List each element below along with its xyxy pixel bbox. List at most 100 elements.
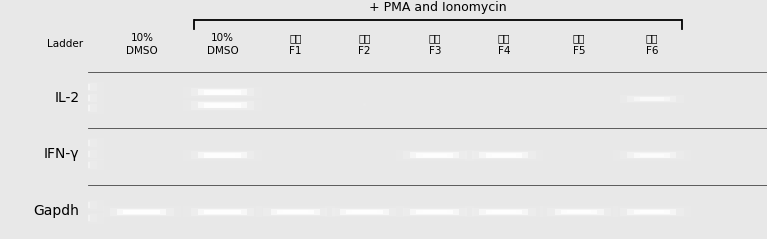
Bar	[332, 208, 397, 216]
Bar	[210, 154, 235, 157]
Bar	[613, 206, 691, 217]
Bar	[492, 210, 516, 213]
Bar	[555, 209, 604, 215]
Bar	[47, 152, 84, 157]
Bar	[47, 216, 84, 220]
Bar	[640, 154, 664, 157]
Bar	[26, 159, 104, 170]
Bar	[271, 209, 320, 215]
Bar	[210, 104, 235, 107]
Bar	[33, 161, 97, 169]
Bar	[183, 206, 262, 217]
Bar	[640, 210, 664, 213]
Bar	[198, 103, 247, 109]
Bar	[53, 163, 77, 166]
Bar	[26, 81, 104, 92]
Text: 록두
F1: 록두 F1	[289, 33, 301, 56]
Bar	[53, 85, 77, 89]
Bar	[204, 90, 241, 95]
Bar	[26, 138, 104, 149]
Bar	[472, 208, 536, 216]
Bar	[263, 208, 328, 216]
Bar	[190, 208, 255, 216]
Bar	[183, 87, 262, 98]
Bar	[190, 151, 255, 159]
Bar	[41, 140, 90, 146]
Bar	[183, 150, 262, 161]
Bar	[41, 162, 90, 168]
Bar	[198, 89, 247, 95]
Text: 록두
F2: 록두 F2	[358, 33, 370, 56]
Bar	[33, 201, 97, 209]
Bar	[117, 209, 166, 215]
Bar	[41, 215, 90, 221]
Bar	[110, 208, 174, 216]
Bar	[210, 210, 235, 213]
Bar	[479, 152, 528, 158]
Bar	[479, 209, 528, 215]
Bar	[53, 217, 77, 220]
Bar	[403, 208, 467, 216]
Bar	[465, 206, 543, 217]
Bar	[567, 210, 591, 213]
Bar	[396, 206, 474, 217]
Bar	[204, 210, 241, 214]
Bar	[123, 210, 160, 214]
Bar	[277, 210, 314, 214]
Text: Ladder: Ladder	[47, 39, 84, 49]
Bar	[130, 210, 154, 213]
Bar	[41, 151, 90, 157]
Bar	[41, 84, 90, 90]
Text: 10%
DMSO: 10% DMSO	[206, 33, 239, 56]
Bar	[620, 151, 684, 159]
Bar	[183, 100, 262, 111]
Bar	[33, 94, 97, 102]
Bar	[410, 152, 459, 158]
Text: IL-2: IL-2	[54, 91, 80, 105]
Bar	[47, 203, 84, 207]
Bar	[346, 210, 383, 214]
Bar	[33, 104, 97, 112]
Bar	[103, 206, 181, 217]
Bar	[190, 101, 255, 109]
Text: 록두
F5: 록두 F5	[573, 33, 585, 56]
Bar	[204, 103, 241, 108]
Bar	[472, 151, 536, 159]
Bar	[33, 150, 97, 158]
Bar	[198, 209, 247, 215]
Bar	[640, 97, 664, 101]
Bar	[627, 152, 676, 158]
Bar	[33, 139, 97, 147]
Bar	[53, 142, 77, 145]
Bar	[283, 210, 308, 213]
Bar	[465, 150, 543, 161]
Text: 록두
F6: 록두 F6	[646, 33, 658, 56]
Text: + PMA and Ionomycin: + PMA and Ionomycin	[370, 1, 507, 14]
Bar	[198, 152, 247, 158]
Bar	[613, 150, 691, 161]
Bar	[204, 153, 241, 158]
Bar	[26, 92, 104, 103]
Bar	[410, 209, 459, 215]
Bar	[33, 214, 97, 222]
Text: 록두
F4: 록두 F4	[498, 33, 510, 56]
Bar	[620, 95, 684, 103]
Bar	[423, 210, 447, 213]
Bar	[41, 95, 90, 101]
Bar	[53, 204, 77, 207]
Bar	[53, 96, 77, 99]
Bar	[634, 153, 670, 158]
Text: Gapdh: Gapdh	[34, 204, 80, 218]
Bar	[340, 209, 389, 215]
Bar	[416, 153, 453, 158]
Bar	[26, 103, 104, 114]
Bar	[423, 154, 447, 157]
Bar	[47, 96, 84, 100]
Text: IFN-γ: IFN-γ	[44, 147, 80, 161]
Bar	[190, 88, 255, 97]
Bar	[256, 206, 334, 217]
Bar	[210, 91, 235, 94]
Bar	[47, 141, 84, 146]
Bar	[627, 209, 676, 215]
Bar	[26, 213, 104, 224]
